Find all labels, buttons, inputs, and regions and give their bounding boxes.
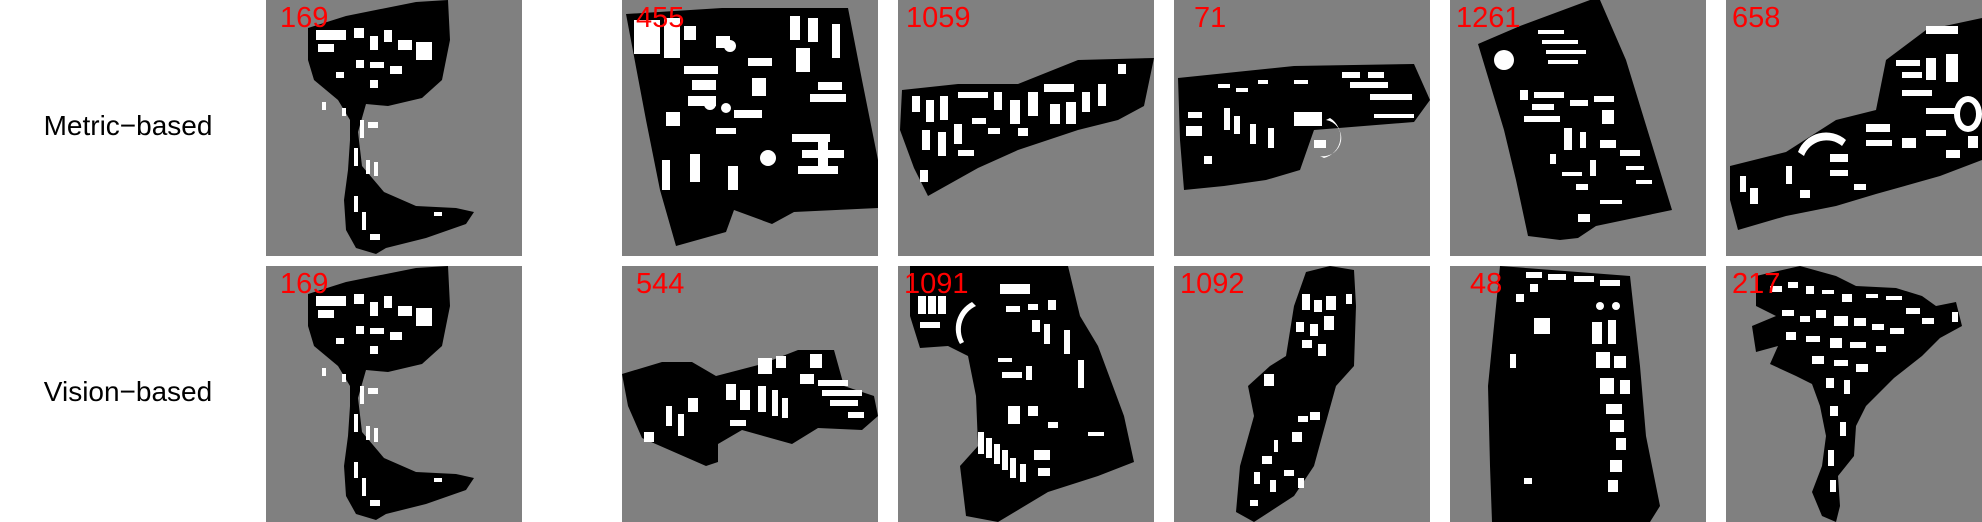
tile-number: 71 — [1194, 2, 1227, 34]
tile-number: 1261 — [1456, 2, 1521, 34]
site-map-image — [308, 0, 474, 254]
tile-number: 1092 — [1180, 268, 1245, 300]
tile-metric-5: 1261 — [1450, 0, 1706, 256]
site-map-image — [1236, 266, 1356, 522]
tile-number: 658 — [1732, 2, 1781, 34]
tile-vision-1: 169 — [266, 266, 522, 522]
site-map-image — [1752, 266, 1962, 522]
tile-vision-6: 217 — [1726, 266, 1982, 522]
tile-vision-5: 48 — [1450, 266, 1706, 522]
tile-metric-2: 455 — [622, 0, 878, 256]
tile-vision-3: 1091 — [898, 266, 1154, 522]
tile-metric-1: 169 — [266, 0, 522, 256]
site-map-image — [1478, 0, 1672, 240]
tile-number: 217 — [1732, 268, 1781, 300]
tile-number: 1091 — [904, 268, 969, 300]
tile-number: 169 — [280, 2, 329, 34]
tile-number: 455 — [636, 2, 685, 34]
tile-number: 1059 — [906, 2, 971, 34]
site-map-image — [1730, 18, 1982, 230]
tile-metric-6: 658 — [1726, 0, 1982, 256]
tile-vision-2: 544 — [622, 266, 878, 522]
site-map-image — [622, 350, 878, 466]
tile-number: 48 — [1470, 268, 1503, 300]
row-label-metric: Metric−based — [43, 110, 213, 141]
site-map-image — [626, 8, 878, 246]
tile-number: 169 — [280, 268, 329, 300]
site-map-image — [910, 266, 1134, 522]
site-map-image — [1488, 266, 1660, 522]
row-label-vision: Vision−based — [43, 376, 213, 407]
site-map-image — [900, 58, 1154, 196]
site-map-image — [308, 266, 474, 520]
site-map-image — [1178, 64, 1430, 190]
tile-metric-4: 71 — [1174, 0, 1430, 256]
tile-metric-3: 1059 — [898, 0, 1154, 256]
tile-vision-4: 1092 — [1174, 266, 1430, 522]
tile-number: 544 — [636, 268, 685, 300]
